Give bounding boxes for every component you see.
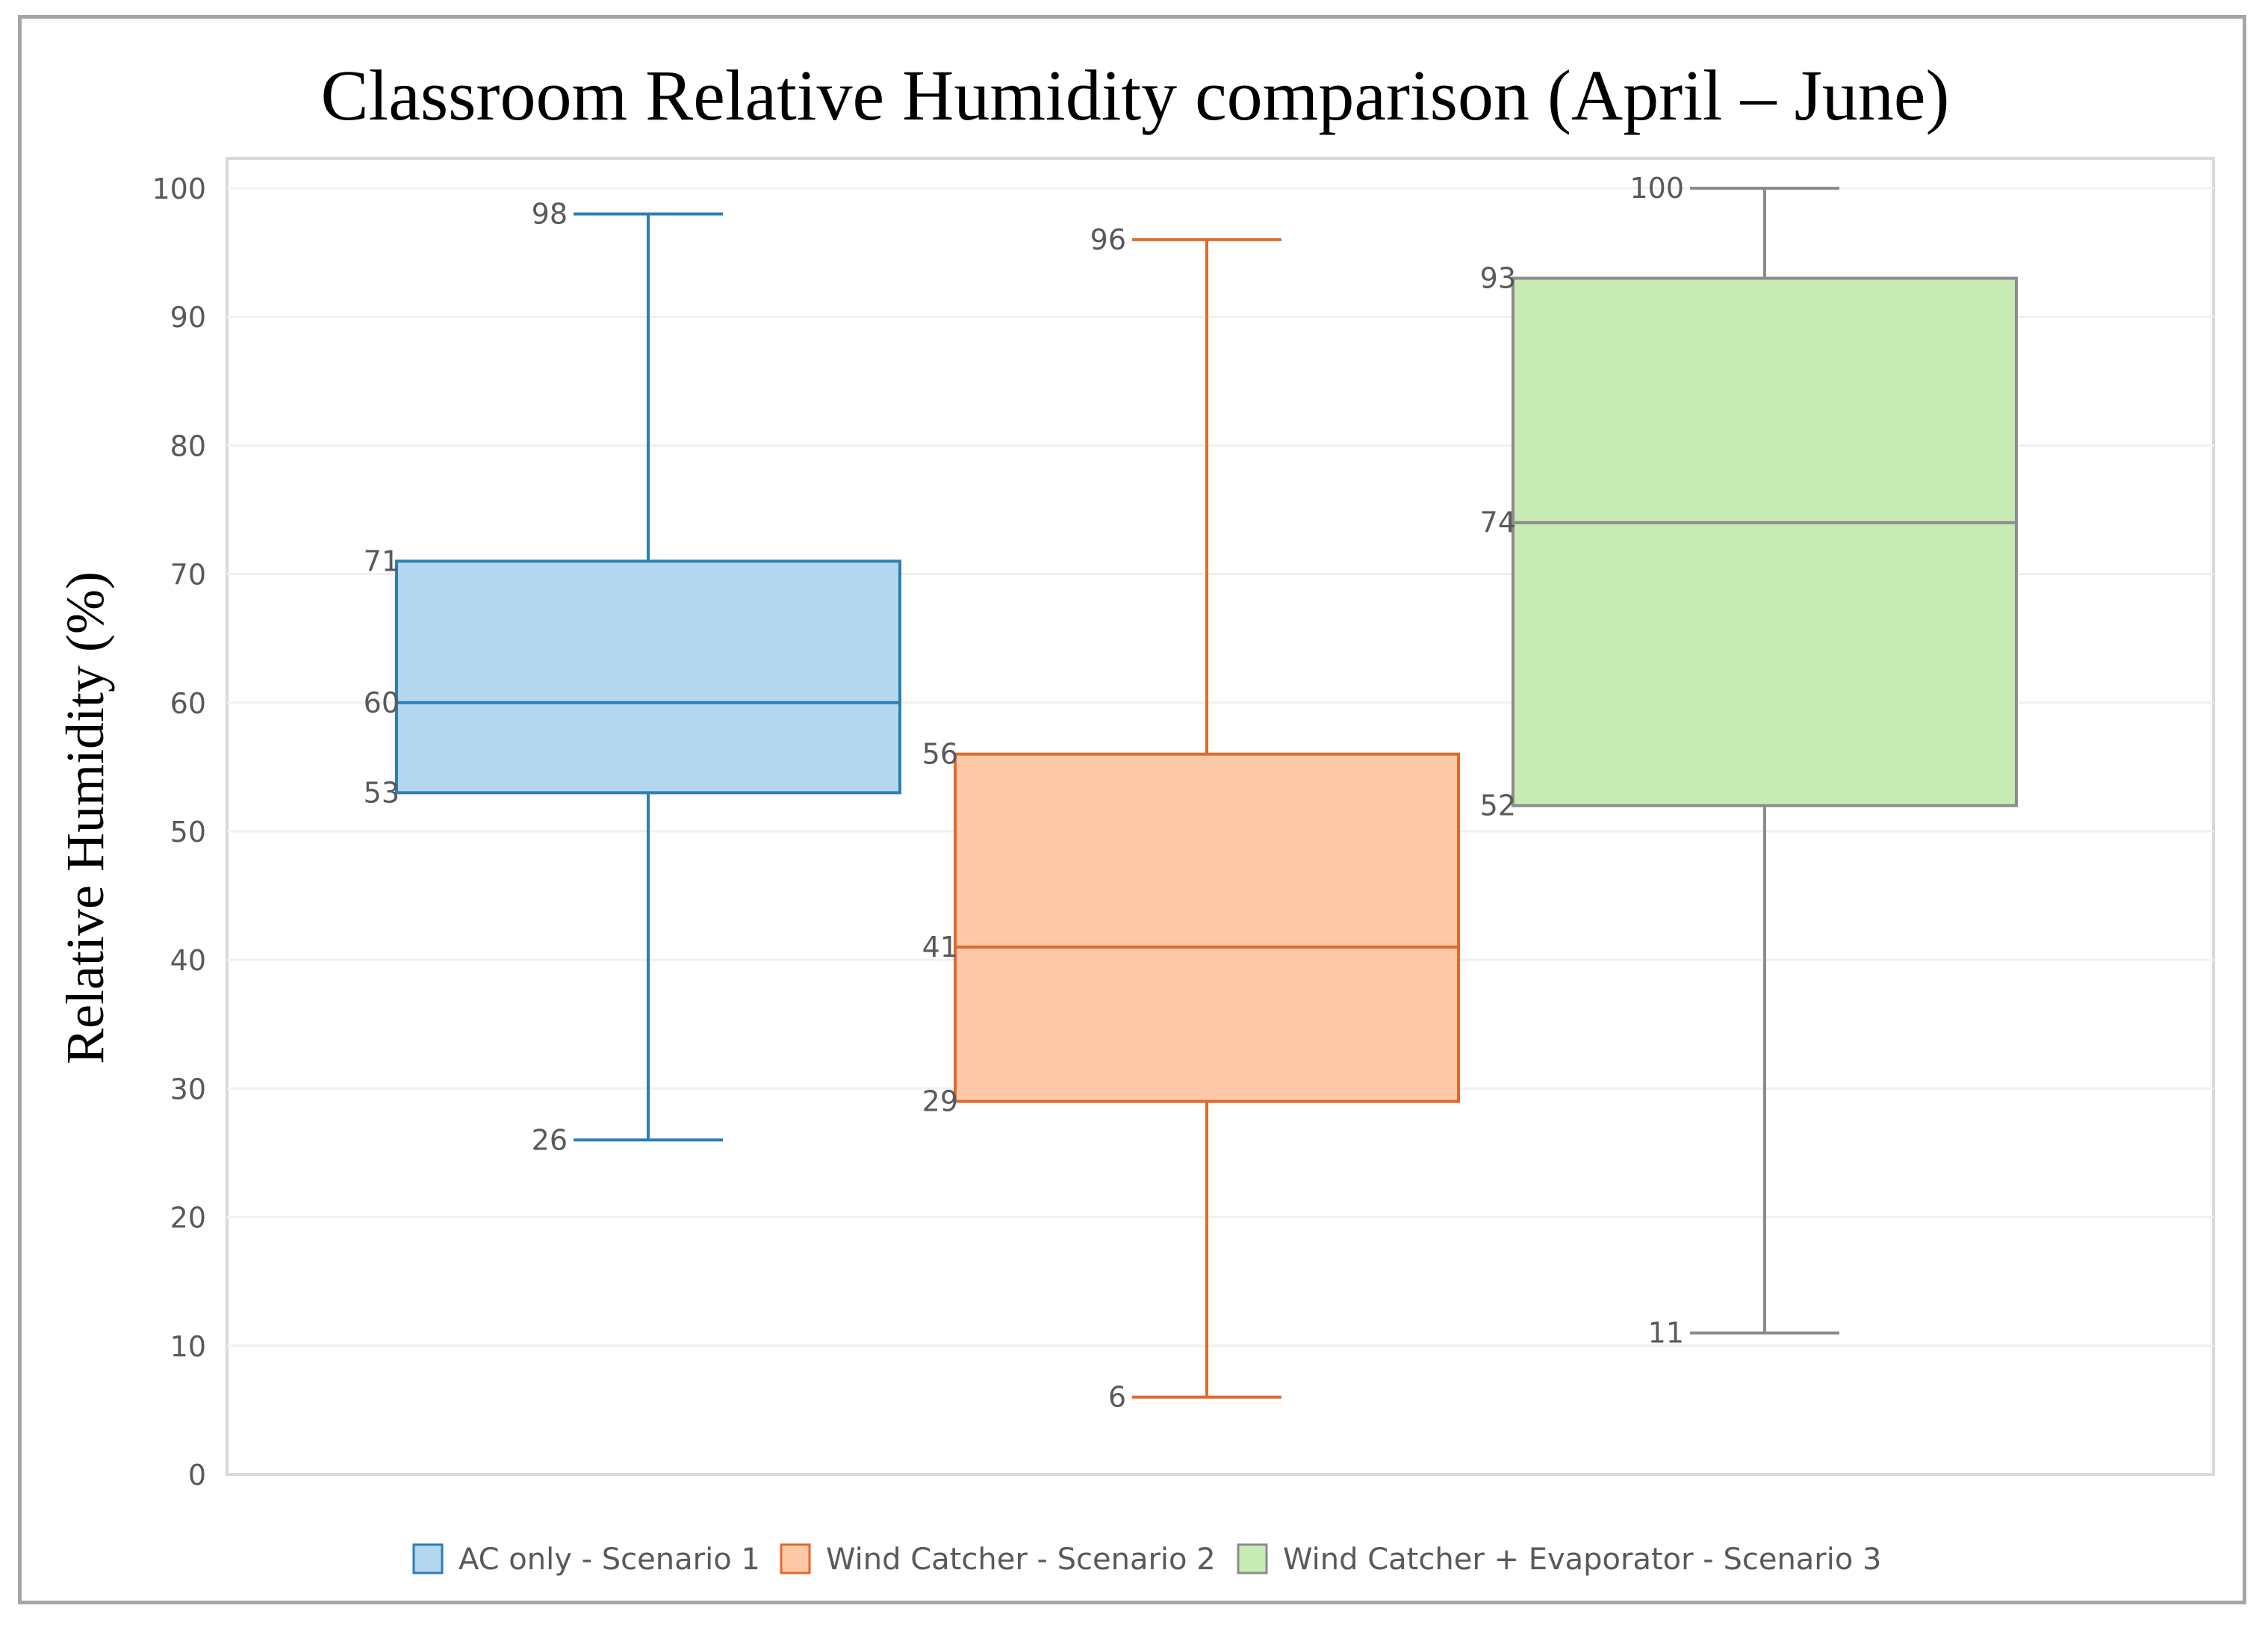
q3-label: 93 (1480, 262, 1516, 295)
plot-area (226, 157, 2215, 1476)
y-axis-label: Relative Humidity (%) (55, 571, 115, 1064)
min-label: 6 (1108, 1381, 1126, 1414)
box-group: 100 11 93 74 52 (1480, 172, 2018, 1350)
legend-item: Wind Catcher - Scenario 2 (780, 1542, 1216, 1577)
y-tick-label: 70 (170, 559, 206, 592)
y-tick-label: 20 (170, 1202, 206, 1235)
legend: AC only - Scenario 1 Wind Catcher - Scena… (412, 1542, 1882, 1577)
q1-label: 29 (922, 1085, 958, 1118)
y-tick-label: 0 (188, 1459, 206, 1492)
iqr-box (954, 752, 1460, 1103)
y-tick-label: 50 (170, 816, 206, 848)
legend-swatch (412, 1543, 444, 1574)
y-tick-label: 30 (170, 1073, 206, 1105)
chart-title: Classroom Relative Humidity comparison (… (321, 55, 1950, 135)
q1-label: 52 (1480, 789, 1516, 822)
y-axis-ticks: 0 10 20 30 40 50 60 70 80 90 100 (152, 173, 206, 1492)
y-tick-label: 60 (170, 687, 206, 720)
legend-item: AC only - Scenario 1 (412, 1542, 760, 1577)
box-group: 96 6 56 41 29 (922, 223, 1460, 1414)
iqr-box (395, 559, 901, 795)
q1-label: 53 (364, 776, 400, 809)
box-series: 98 26 71 60 53 96 6 56 41 29 100 11 93 74 52 (364, 172, 2018, 1414)
median-label: 41 (922, 931, 958, 964)
legend-label: Wind Catcher - Scenario 2 (826, 1542, 1216, 1577)
min-label: 11 (1648, 1317, 1684, 1350)
legend-swatch (1237, 1543, 1268, 1574)
max-label: 96 (1090, 223, 1126, 256)
y-tick-label: 80 (170, 429, 206, 462)
iqr-box (1512, 276, 2018, 807)
y-tick-label: 40 (170, 944, 206, 977)
y-tick-label: 90 (170, 301, 206, 334)
min-label: 26 (532, 1123, 568, 1156)
box-group: 98 26 71 60 53 (364, 197, 901, 1156)
median-label: 74 (1480, 506, 1516, 539)
legend-swatch (780, 1543, 811, 1574)
median-label: 60 (364, 686, 400, 719)
q3-label: 56 (922, 738, 958, 771)
y-tick-label: 10 (170, 1330, 206, 1363)
legend-label: Wind Catcher + Evaporator - Scenario 3 (1283, 1542, 1882, 1577)
max-label: 100 (1629, 172, 1684, 205)
legend-item: Wind Catcher + Evaporator - Scenario 3 (1237, 1542, 1882, 1577)
legend-label: AC only - Scenario 1 (459, 1542, 760, 1577)
y-tick-label: 100 (152, 173, 206, 205)
q3-label: 71 (364, 544, 400, 577)
max-label: 98 (532, 197, 568, 230)
